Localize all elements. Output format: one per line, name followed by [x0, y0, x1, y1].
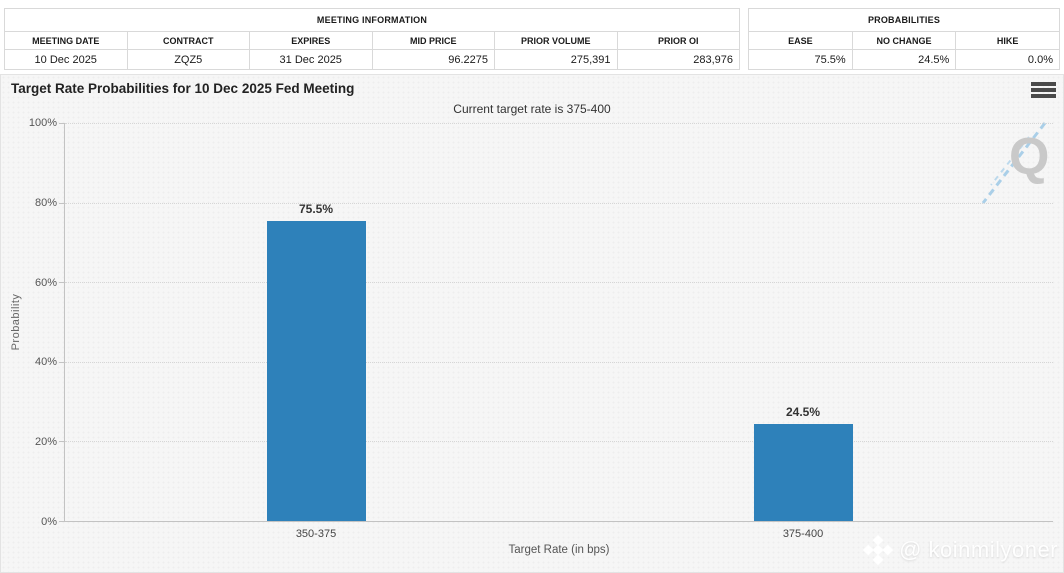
plot-area: Probability 100% 80% 60% 40% 20% 0% 75.5… — [10, 117, 1053, 556]
col-hike: HIKE — [955, 31, 1060, 50]
quikstrike-q-watermark: Q — [1009, 128, 1049, 186]
menu-bar — [1031, 82, 1056, 86]
menu-bar — [1031, 94, 1056, 98]
x-axis-title: Target Rate (in bps) — [508, 544, 610, 556]
diamond-logo-icon — [863, 535, 894, 565]
mid-price-value: 96.2275 — [371, 49, 495, 70]
prior-oi-value: 283,976 — [616, 49, 740, 70]
gridline — [65, 441, 1053, 443]
ease-value: 75.5% — [748, 49, 853, 70]
col-mid-price: MID PRICE — [371, 31, 495, 50]
col-prior-oi: PRIOR OI — [616, 31, 740, 50]
chart-title: Target Rate Probabilities for 10 Dec 202… — [11, 81, 355, 96]
header-tables-area: MEETING INFORMATION MEETING DATE CONTRAC… — [0, 0, 1064, 74]
y-tick — [59, 521, 65, 522]
meeting-date-value: 10 Dec 2025 — [4, 49, 128, 70]
y-tick — [59, 361, 65, 363]
y-axis-tick-label: 0% — [41, 516, 57, 528]
watermark-text: @ koinmilyoner — [899, 537, 1058, 562]
x-axis-tick-label: 375-400 — [782, 528, 824, 540]
y-axis-tick-label: 80% — [34, 197, 57, 209]
hike-value: 0.0% — [955, 49, 1060, 70]
y-tick — [59, 441, 65, 443]
col-no-change: NO CHANGE — [851, 31, 957, 50]
bottom-watermark: @ koinmilyoner — [863, 535, 1058, 565]
meeting-information-title: MEETING INFORMATION — [4, 8, 740, 32]
meeting-information-table: MEETING INFORMATION MEETING DATE CONTRAC… — [4, 8, 740, 70]
col-contract: CONTRACT — [126, 31, 250, 50]
y-axis-tick-label: 40% — [34, 356, 57, 368]
y-tick — [59, 282, 65, 284]
y-axis-title: Probability — [10, 293, 22, 351]
probabilities-title: PROBABILITIES — [748, 8, 1060, 32]
y-tick — [59, 202, 65, 204]
hamburger-menu-icon[interactable] — [1031, 82, 1056, 98]
col-ease: EASE — [748, 31, 853, 50]
probability-bar-375-400[interactable] — [754, 423, 853, 521]
expires-value: 31 Dec 2025 — [249, 49, 373, 70]
gridline — [65, 202, 1053, 204]
probability-bar-350-375[interactable] — [267, 220, 366, 521]
probabilities-table: PROBABILITIES EASE NO CHANGE HIKE 75.5% … — [748, 8, 1060, 70]
menu-bar — [1031, 88, 1056, 92]
chart-subtitle: Current target rate is 375-400 — [453, 102, 611, 116]
watermark-slash-icon — [981, 122, 1047, 204]
no-change-value: 24.5% — [851, 49, 957, 70]
col-expires: EXPIRES — [249, 31, 373, 50]
y-tick — [59, 123, 65, 124]
y-axis-tick-label: 60% — [34, 277, 57, 289]
prior-volume-value: 275,391 — [494, 49, 618, 70]
y-axis-tick-label: 100% — [28, 117, 57, 129]
y-axis-tick-label: 20% — [34, 436, 57, 448]
gridline — [65, 361, 1053, 363]
gridline — [65, 282, 1053, 284]
contract-value: ZQZ5 — [126, 49, 250, 70]
col-prior-volume: PRIOR VOLUME — [494, 31, 618, 50]
gridline — [65, 123, 1053, 124]
bar-value-label: 75.5% — [298, 201, 334, 216]
fedwatch-chart-panel: Target Rate Probabilities for 10 Dec 202… — [0, 74, 1064, 573]
bar-value-label: 24.5% — [785, 404, 821, 419]
col-meeting-date: MEETING DATE — [4, 31, 128, 50]
x-axis-tick-label: 350-375 — [295, 528, 337, 540]
